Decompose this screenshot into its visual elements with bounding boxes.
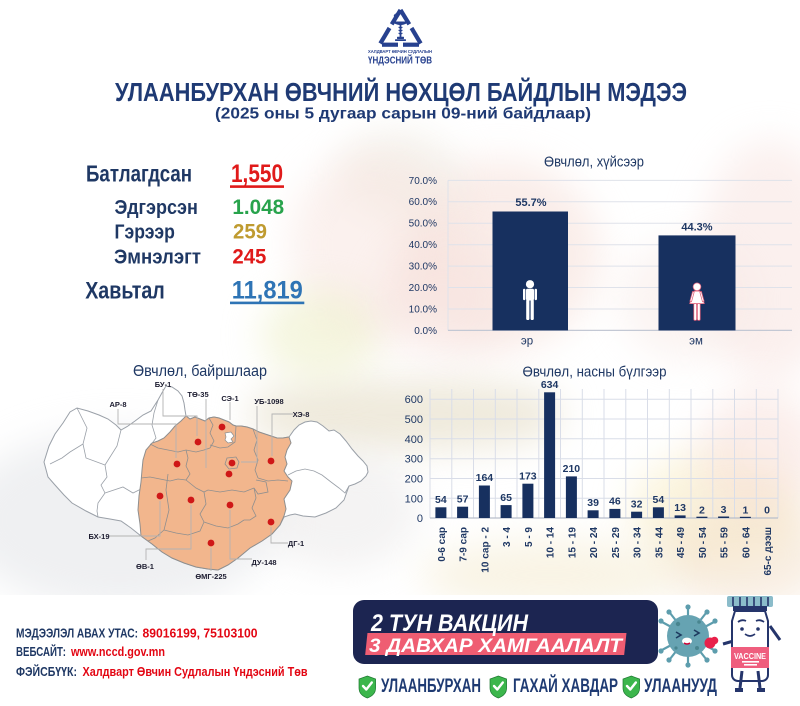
svg-text:11,819: 11,819 [232, 277, 303, 305]
svg-text:55.7%: 55.7% [515, 197, 546, 209]
svg-text:57: 57 [457, 493, 469, 505]
svg-text:100: 100 [405, 493, 423, 505]
svg-text:Батлагдсан: Батлагдсан [86, 161, 192, 187]
svg-text:ДУ-148: ДУ-148 [251, 558, 276, 567]
svg-text:7-9 сар: 7-9 сар [459, 527, 470, 562]
svg-text:20.0%: 20.0% [409, 283, 437, 294]
svg-text:10.0%: 10.0% [409, 304, 437, 315]
svg-text:210: 210 [563, 463, 581, 475]
svg-text:ФЭЙСБҮҮК:: ФЭЙСБҮҮК: [16, 664, 77, 679]
svg-text:МЭДЭЭЛЭЛ АВАХ УТАС:: МЭДЭЭЛЭЛ АВАХ УТАС: [16, 626, 138, 641]
svg-text:259: 259 [233, 220, 267, 243]
svg-text:3 - 4: 3 - 4 [502, 527, 513, 547]
svg-text:ӨМГ-225: ӨМГ-225 [195, 572, 226, 581]
svg-text:55 - 59: 55 - 59 [720, 527, 731, 559]
svg-text:1.048: 1.048 [232, 196, 284, 219]
svg-text:65: 65 [500, 492, 512, 504]
svg-text:ҮНДЭСНИЙ ТӨВ: ҮНДЭСНИЙ ТӨВ [368, 53, 432, 66]
svg-text:Өвчлөл, насны бүлгээр: Өвчлөл, насны бүлгээр [523, 364, 667, 381]
svg-text:СЭ-1: СЭ-1 [221, 394, 238, 403]
svg-text:600: 600 [405, 394, 423, 406]
svg-text:БУ-1: БУ-1 [155, 380, 172, 389]
svg-text:ВЕБСАЙТ:: ВЕБСАЙТ: [16, 644, 66, 659]
svg-text:40.0%: 40.0% [409, 240, 437, 251]
svg-text:60.0%: 60.0% [409, 197, 437, 208]
svg-text:44.3%: 44.3% [681, 222, 712, 234]
svg-text:20 - 24: 20 - 24 [589, 527, 600, 559]
svg-text:УБ-1098: УБ-1098 [254, 397, 283, 406]
svg-text:2: 2 [699, 504, 705, 516]
svg-text:50 - 54: 50 - 54 [698, 527, 709, 559]
svg-text:www.nccd.gov.mn: www.nccd.gov.mn [70, 644, 165, 659]
svg-text:Хавьтал: Хавьтал [85, 278, 165, 305]
svg-text:30.0%: 30.0% [409, 262, 437, 273]
svg-text:Эмнэлэгт: Эмнэлэгт [114, 246, 201, 269]
svg-text:39: 39 [587, 497, 599, 509]
svg-text:УЛААНБУРХАН ӨВЧНИЙ НӨХЦӨЛ БАЙД: УЛААНБУРХАН ӨВЧНИЙ НӨХЦӨЛ БАЙДЛЫН МЭДЭЭ [115, 77, 687, 107]
svg-text:VACCINE: VACCINE [734, 651, 766, 661]
svg-text:БХ-19: БХ-19 [88, 532, 109, 541]
svg-text:30 - 34: 30 - 34 [633, 527, 644, 559]
svg-text:Өвчлөл, хүйсээр: Өвчлөл, хүйсээр [544, 155, 644, 171]
svg-text:ТӨ-35: ТӨ-35 [187, 390, 208, 399]
svg-text:3 ДАВХАР ХАМГААЛАЛТ: 3 ДАВХАР ХАМГААЛАЛТ [369, 635, 624, 657]
svg-text:500: 500 [405, 414, 423, 426]
svg-text:эр: эр [521, 336, 533, 348]
svg-text:2 ТУН ВАКЦИН: 2 ТУН ВАКЦИН [370, 610, 528, 637]
svg-text:(2025 оны 5 дугаар сарын 09-ни: (2025 оны 5 дугаар сарын 09-ний байдлаар… [215, 106, 591, 123]
svg-text:3: 3 [721, 504, 727, 516]
svg-text:173: 173 [519, 470, 537, 482]
svg-text:10 - 14: 10 - 14 [546, 527, 557, 559]
svg-text:Эдгэрсэн: Эдгэрсэн [115, 196, 198, 219]
svg-text:46: 46 [609, 496, 621, 508]
svg-text:ӨВ-1: ӨВ-1 [136, 562, 154, 571]
svg-text:35 - 44: 35 - 44 [654, 527, 665, 559]
svg-text:25 - 29: 25 - 29 [611, 527, 622, 559]
svg-text:245: 245 [232, 246, 266, 269]
svg-text:65-с дээш: 65-с дээш [763, 527, 774, 576]
svg-text:ДГ-1: ДГ-1 [288, 539, 304, 548]
svg-text:634: 634 [541, 379, 559, 391]
svg-text:0: 0 [417, 513, 423, 525]
svg-text:ХАЛДВАРТ ӨВЧИН СУДЛАЛЫН: ХАЛДВАРТ ӨВЧИН СУДЛАЛЫН [368, 49, 433, 54]
svg-text:50.0%: 50.0% [409, 219, 437, 230]
svg-text:УЛААНБУРХАН: УЛААНБУРХАН [381, 676, 481, 697]
svg-text:Гэрээр: Гэрээр [115, 220, 175, 243]
svg-text:54: 54 [653, 494, 665, 506]
svg-text:60 - 64: 60 - 64 [741, 527, 752, 559]
svg-text:эм: эм [689, 336, 703, 348]
svg-text:УЛААНУУД: УЛААНУУД [644, 676, 717, 697]
svg-text:32: 32 [631, 498, 643, 510]
svg-text:Өвчлөл, байршлаар: Өвчлөл, байршлаар [133, 363, 267, 380]
svg-text:54: 54 [435, 494, 447, 506]
svg-text:300: 300 [405, 454, 423, 466]
svg-text:400: 400 [405, 434, 423, 446]
svg-text:ХЭ-8: ХЭ-8 [293, 410, 310, 419]
svg-text:13: 13 [674, 502, 686, 514]
svg-text:0.0%: 0.0% [414, 326, 437, 337]
svg-text:0-6 сар: 0-6 сар [437, 527, 448, 562]
svg-text:1,550: 1,550 [231, 160, 283, 188]
svg-text:15 - 19: 15 - 19 [567, 527, 578, 559]
svg-text:Халдварт Өвчин Судлалын Үндэсн: Халдварт Өвчин Судлалын Үндэсний Төв [83, 664, 308, 679]
svg-text:ГАХАЙ ХАВДАР: ГАХАЙ ХАВДАР [513, 675, 618, 697]
svg-text:164: 164 [476, 472, 494, 484]
svg-text:0: 0 [764, 505, 770, 517]
svg-text:89016199, 75103100: 89016199, 75103100 [143, 626, 258, 641]
svg-text:5 - 9: 5 - 9 [524, 527, 535, 547]
svg-text:45 - 49: 45 - 49 [676, 527, 687, 559]
svg-text:70.0%: 70.0% [409, 176, 437, 187]
svg-text:200: 200 [405, 474, 423, 486]
svg-text:10 сар - 2: 10 сар - 2 [480, 527, 491, 573]
svg-text:АР-8: АР-8 [109, 400, 126, 409]
svg-text:1: 1 [742, 505, 748, 517]
